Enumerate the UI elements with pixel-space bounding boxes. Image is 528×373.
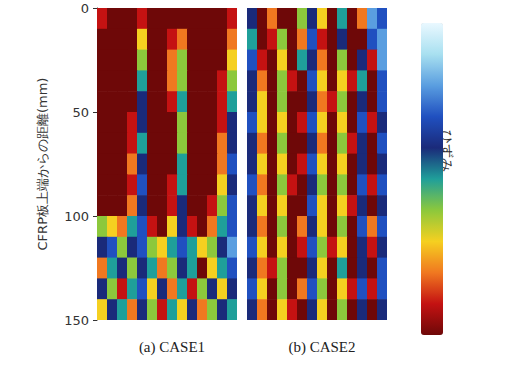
svg-text:(a) CASE1: (a) CASE1	[139, 339, 205, 356]
svg-text:CFRP板上端からの距離(mm): CFRP板上端からの距離(mm)	[35, 78, 50, 251]
svg-text:50: 50	[72, 105, 89, 120]
svg-text:0: 0	[81, 1, 89, 16]
svg-text:150: 150	[64, 313, 89, 328]
svg-text:100: 100	[64, 209, 89, 224]
svg-text:ひずみ: ひずみ	[439, 130, 455, 172]
svg-text:(b) CASE2: (b) CASE2	[288, 339, 355, 356]
